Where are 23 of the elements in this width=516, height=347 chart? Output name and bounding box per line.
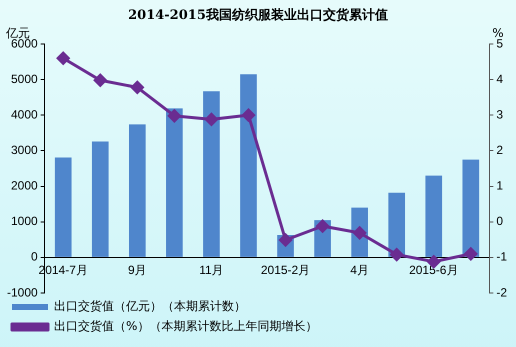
x-tick-label: 11月: [199, 262, 224, 277]
y-tick-label: 2000: [10, 178, 38, 193]
x-tick-label: 4月: [350, 262, 369, 277]
chart-title: 2014-2015我国纺织服装业出口交货累计值: [127, 6, 389, 24]
x-tick-label: 9月: [128, 262, 147, 277]
y2-tick-label: -2: [496, 285, 508, 300]
y2-tick-label: 4: [496, 72, 504, 86]
y2-tick-label: 1: [496, 178, 504, 193]
y-tick-label: -1000: [6, 285, 38, 300]
y2-tick-label: 3: [496, 107, 504, 122]
y2-tick-label: -1: [496, 250, 508, 264]
x-tick-label: 2015-6月: [409, 262, 458, 277]
x-tick-label: 2015-2月: [260, 262, 310, 277]
y2-tick-label: 2: [496, 143, 504, 158]
y-axis-title: 亿元: [5, 26, 30, 40]
legend-label: 出口交货值（%）（本期累计数比上年同期增长）: [54, 319, 318, 334]
y-tick-label: 5000: [10, 72, 38, 86]
y2-tick-label: 0: [496, 214, 504, 228]
y-tick-label: 1000: [10, 214, 38, 228]
y-tick-label: 3000: [10, 143, 38, 158]
y-tick-label: 4000: [10, 107, 38, 122]
legend-label: 出口交货值（亿元）（本期累计数）: [54, 299, 246, 314]
y-tick-label: 0: [31, 250, 38, 264]
